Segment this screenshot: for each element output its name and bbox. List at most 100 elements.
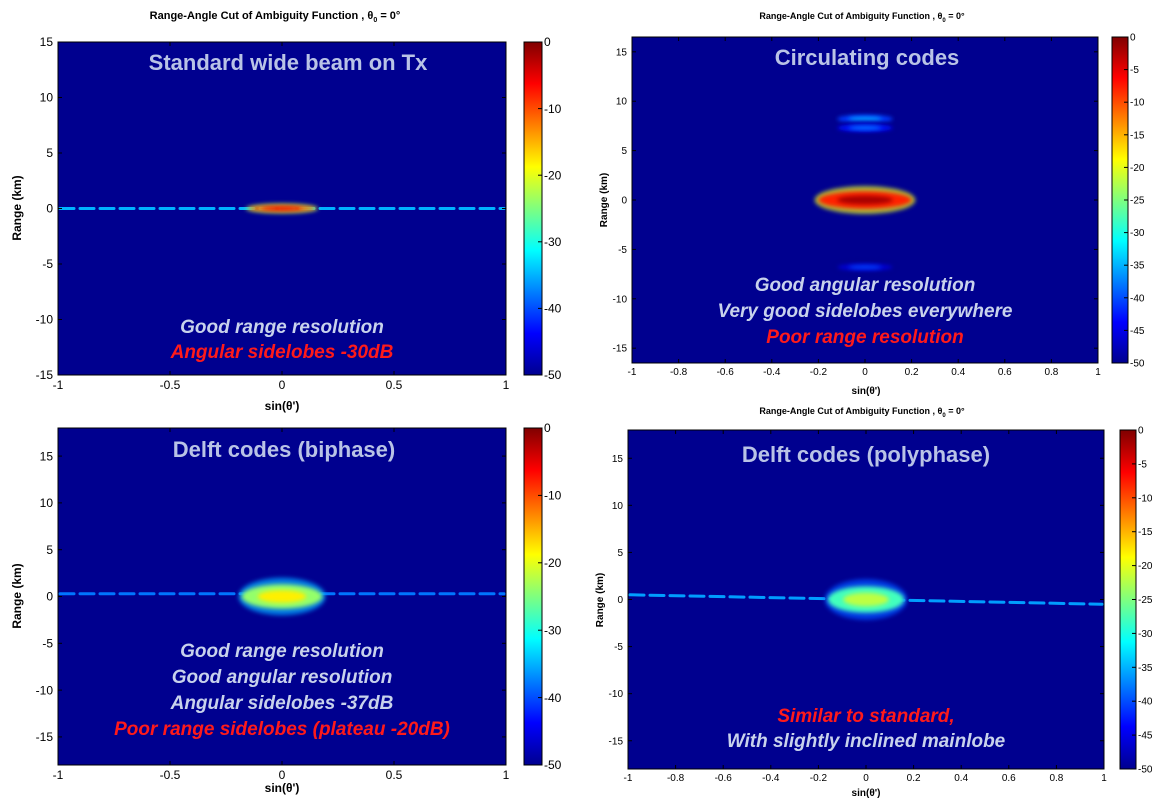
colorbar-ticks: 0 -10 -20 -30 -40 -50 xyxy=(538,421,562,772)
x-tick-label: 0 xyxy=(279,378,286,392)
x-tick-label: -0.6 xyxy=(715,773,733,784)
y-tick-label: 10 xyxy=(616,97,628,108)
annotations: Good range resolution Good angular resolu… xyxy=(114,641,450,740)
y-tick-label: -10 xyxy=(613,294,628,305)
annotation-line: Poor range sidelobes (plateau -20dB) xyxy=(114,719,450,740)
annotation-line: With slightly inclined mainlobe xyxy=(727,731,1006,752)
x-tick-label: 0 xyxy=(862,367,868,378)
x-tick-label: -0.8 xyxy=(667,773,685,784)
colorbar xyxy=(523,41,543,376)
x-tick-label: 1 xyxy=(503,378,510,392)
colorbar-tick-label: -50 xyxy=(1130,359,1145,370)
y-tick-label: -15 xyxy=(36,730,54,744)
annotation-line: Good range resolution xyxy=(180,317,384,338)
x-tick-label: -0.6 xyxy=(717,367,735,378)
y-tick-label: 0 xyxy=(617,595,623,606)
colorbar-tick-label: -45 xyxy=(1130,326,1145,337)
colorbar-tick-label: -5 xyxy=(1130,65,1139,76)
colorbar-tick-label: 0 xyxy=(1138,426,1144,437)
y-ticks: -15 -10 -5 0 5 10 15 xyxy=(36,449,506,744)
y-ticks: -15 -10 -5 0 5 10 15 xyxy=(36,35,506,382)
colorbar-ticks: 0 -10 -20 -30 -40 -50 xyxy=(538,35,562,382)
colorbar-tick-label: -50 xyxy=(544,368,562,382)
mainlobe-blob-1 xyxy=(238,577,326,616)
x-axis-label: sin(θ') xyxy=(852,788,881,798)
y-tick-label: -10 xyxy=(36,683,54,697)
blob-core xyxy=(848,117,882,121)
annotation-line: Poor range resolution xyxy=(766,327,963,348)
annotations: Good range resolution Angular sidelobes -… xyxy=(170,317,394,363)
y-tick-label: 5 xyxy=(46,146,53,160)
panel-title: Range-Angle Cut of Ambiguity Function , … xyxy=(759,406,965,419)
panel-title: Range-Angle Cut of Ambiguity Function , … xyxy=(150,10,401,24)
x-tick-label: -0.4 xyxy=(763,367,781,378)
y-tick-label: 0 xyxy=(46,590,53,604)
colorbar-tick-label: -45 xyxy=(1138,731,1153,742)
y-tick-label: 10 xyxy=(40,91,54,105)
colorbar xyxy=(523,427,543,766)
colorbar-tick-label: -30 xyxy=(544,235,562,249)
panel-circulating-codes: Range-Angle Cut of Ambiguity Function , … xyxy=(599,11,1145,397)
panel-standard-wide-beam: Range-Angle Cut of Ambiguity Function , … xyxy=(10,10,562,413)
x-tick-label: 0.6 xyxy=(998,367,1012,378)
range-sidelobe-band-0 xyxy=(628,593,1104,606)
y-tick-label: -5 xyxy=(618,245,627,256)
colorbar-tick-label: -50 xyxy=(1138,765,1153,776)
x-tick-label: 0 xyxy=(279,768,286,782)
annotation-line: Very good sidelobes everywhere xyxy=(718,301,1013,322)
colorbar-tick-label: -25 xyxy=(1138,595,1153,606)
annotation-line: Similar to standard, xyxy=(777,706,954,727)
annotation-title: Standard wide beam on Tx xyxy=(149,50,428,75)
y-axis-label: Range (km) xyxy=(599,173,610,227)
x-tick-label: 1 xyxy=(503,768,510,782)
annotation-line: Angular sidelobes -30dB xyxy=(170,342,394,363)
colorbar-tick-label: -15 xyxy=(1138,527,1153,538)
x-ticks: -1 -0.5 0 0.5 1 xyxy=(53,42,510,392)
mainlobe-blob-1 xyxy=(245,203,319,214)
x-tick-label: 0.5 xyxy=(386,378,403,392)
y-tick-label: 0 xyxy=(621,196,627,207)
blob-core xyxy=(261,207,303,210)
x-tick-label: 0.2 xyxy=(905,367,919,378)
x-tick-label: -1 xyxy=(53,378,64,392)
colorbar-tick-label: -30 xyxy=(1138,629,1153,640)
y-tick-label: 15 xyxy=(612,454,624,465)
colorbar-tick-label: -15 xyxy=(1130,130,1145,141)
colorbar-tick-label: -40 xyxy=(544,302,562,316)
x-tick-label: -0.5 xyxy=(160,768,181,782)
colorbar-tick-label: -50 xyxy=(544,758,562,772)
y-axis-label: Range (km) xyxy=(595,573,606,627)
x-tick-label: -0.2 xyxy=(810,367,828,378)
x-ticks: -1 -0.8 -0.6 -0.4 -0.2 0 0.2 0.4 0.6 0.8 1 xyxy=(628,37,1101,378)
y-tick-label: 10 xyxy=(612,501,624,512)
annotation-title: Delft codes (polyphase) xyxy=(742,442,990,467)
x-ticks: -1 -0.8 -0.6 -0.4 -0.2 0 0.2 0.4 0.6 0.8 1 xyxy=(624,430,1107,784)
x-tick-label: 0.8 xyxy=(1044,367,1058,378)
y-tick-label: 5 xyxy=(621,146,627,157)
colorbar-tick-label: -10 xyxy=(1138,493,1153,504)
x-tick-label: -1 xyxy=(624,773,633,784)
colorbar-tick-label: -40 xyxy=(1130,293,1145,304)
blob-core xyxy=(848,265,882,269)
y-tick-label: 10 xyxy=(40,496,54,510)
colorbar-tick-label: 0 xyxy=(544,35,551,49)
colorbar-tick-label: -10 xyxy=(544,489,562,503)
blob-core xyxy=(837,195,893,205)
colorbar-tick-label: -20 xyxy=(1138,561,1153,572)
y-tick-label: -10 xyxy=(36,313,54,327)
x-axis-label: sin(θ') xyxy=(265,399,300,413)
colorbar-ticks: 0 -5 -10 -15 -20 -25 -30 -35 -40 -45 -50 xyxy=(1124,33,1145,370)
x-tick-label: -1 xyxy=(53,768,64,782)
x-tick-label: -0.5 xyxy=(160,378,181,392)
colorbar-tick-label: -20 xyxy=(1130,163,1145,174)
annotation-title: Delft codes (biphase) xyxy=(173,437,395,462)
blob-core xyxy=(848,126,882,130)
x-tick-label: 0.5 xyxy=(386,768,403,782)
panel-delft-polyphase: Range-Angle Cut of Ambiguity Function , … xyxy=(595,406,1153,798)
colorbar-tick-label: -35 xyxy=(1138,663,1153,674)
y-tick-label: 15 xyxy=(40,449,54,463)
colorbar-tick-label: -40 xyxy=(1138,697,1153,708)
annotations: Good angular resolution Very good sidelob… xyxy=(718,275,1013,348)
colorbar-ticks: 0 -5 -10 -15 -20 -25 -30 -35 -40 -45 -50 xyxy=(1132,426,1153,776)
